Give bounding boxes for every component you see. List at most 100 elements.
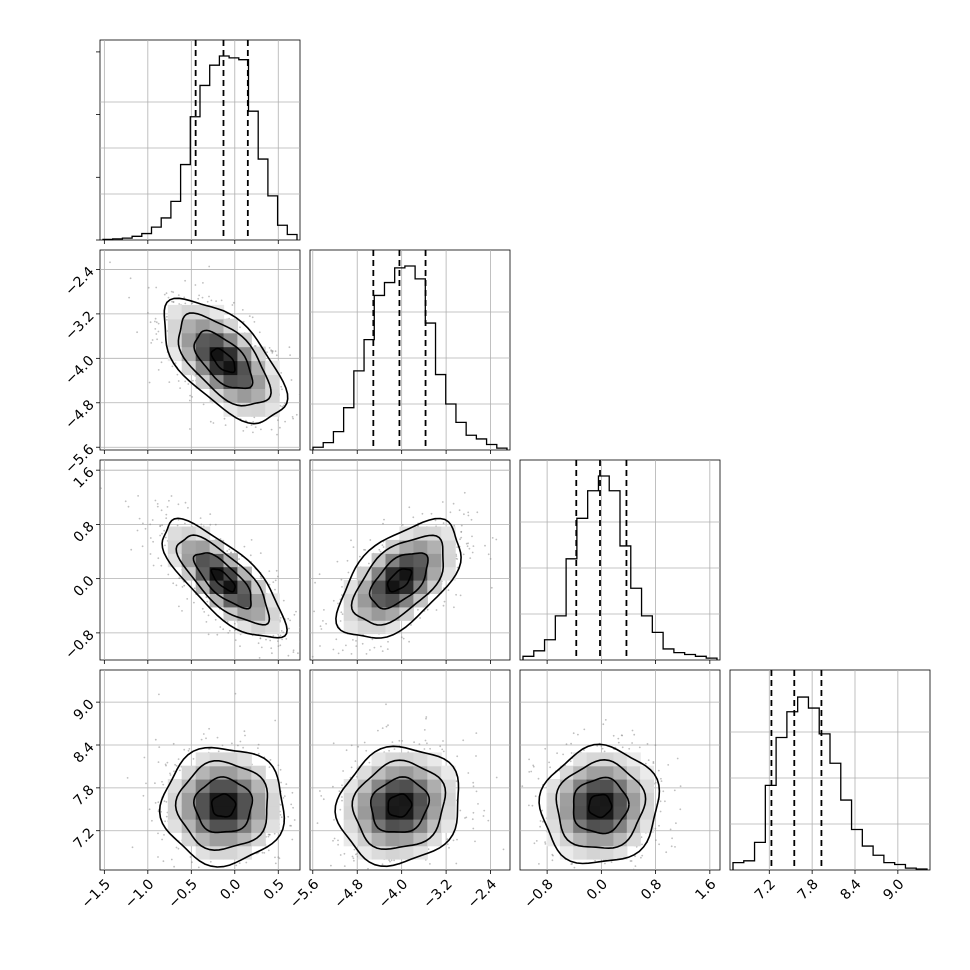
sample-point bbox=[271, 352, 274, 354]
sample-point bbox=[128, 296, 131, 299]
density-cell bbox=[600, 779, 614, 793]
sample-point bbox=[502, 848, 505, 851]
density-cell bbox=[371, 620, 387, 635]
sample-point bbox=[285, 638, 288, 640]
density-cell bbox=[181, 332, 197, 348]
y-tick-label: −4.0 bbox=[62, 353, 97, 388]
density-cell bbox=[399, 779, 414, 793]
sample-point bbox=[165, 815, 168, 818]
sample-point bbox=[290, 824, 292, 827]
sample-point bbox=[467, 542, 469, 545]
density-cell bbox=[209, 304, 225, 320]
x-tick-label: −4.8 bbox=[331, 876, 366, 911]
sample-point bbox=[316, 822, 319, 824]
contour-line-2 bbox=[193, 329, 254, 390]
sample-point bbox=[299, 641, 300, 643]
sample-point bbox=[268, 583, 271, 586]
sample-point bbox=[319, 790, 321, 792]
sample-point bbox=[280, 630, 283, 632]
sample-point bbox=[162, 860, 165, 863]
sample-point bbox=[289, 354, 291, 356]
sample-point bbox=[285, 783, 288, 785]
sample-point bbox=[183, 748, 186, 751]
contour-line-0 bbox=[161, 517, 288, 639]
density-cell bbox=[385, 765, 400, 780]
sample-point bbox=[475, 755, 477, 757]
sample-point bbox=[424, 739, 427, 742]
sample-point bbox=[679, 808, 682, 811]
contour-line-1 bbox=[174, 759, 269, 852]
sample-point bbox=[206, 300, 209, 303]
density-cell bbox=[385, 606, 400, 621]
sample-point bbox=[154, 738, 157, 741]
sample-point bbox=[491, 537, 494, 539]
density-cell bbox=[573, 792, 588, 807]
sample-point bbox=[557, 880, 559, 882]
sample-point bbox=[154, 782, 156, 785]
sample-point bbox=[467, 514, 470, 517]
sample-point bbox=[199, 517, 202, 519]
density-cell bbox=[343, 620, 359, 635]
sample-point bbox=[386, 648, 389, 650]
density-cell bbox=[559, 845, 574, 860]
sample-point bbox=[427, 848, 430, 851]
sample-point bbox=[341, 784, 343, 787]
sample-point bbox=[458, 509, 461, 512]
sample-point bbox=[357, 745, 360, 748]
sample-point bbox=[184, 380, 187, 383]
sample-point bbox=[276, 433, 278, 436]
sample-point bbox=[150, 342, 153, 344]
sample-point bbox=[628, 747, 631, 750]
sample-point bbox=[388, 859, 390, 861]
sample-point bbox=[646, 743, 649, 745]
sample-point bbox=[471, 551, 474, 554]
density-cell bbox=[223, 779, 238, 793]
sample-point bbox=[295, 413, 298, 416]
sample-point bbox=[320, 874, 322, 876]
sample-point bbox=[274, 588, 276, 591]
sample-point bbox=[282, 797, 285, 799]
density-cell bbox=[181, 805, 197, 820]
sample-point bbox=[288, 627, 290, 630]
sample-point bbox=[154, 328, 157, 330]
sample-point bbox=[365, 749, 368, 752]
sample-point bbox=[629, 860, 632, 862]
density-cell bbox=[265, 360, 280, 376]
sample-point bbox=[241, 870, 243, 872]
sample-point bbox=[356, 775, 358, 778]
sample-point bbox=[640, 856, 642, 859]
density-cell bbox=[251, 402, 266, 417]
sample-point bbox=[442, 740, 444, 742]
sample-point bbox=[274, 719, 277, 722]
density-cell bbox=[427, 539, 442, 554]
sample-point bbox=[544, 843, 547, 845]
y-tick-label: −4.8 bbox=[62, 397, 97, 432]
sample-point bbox=[284, 420, 286, 423]
sample-point bbox=[178, 303, 181, 305]
density-cell bbox=[371, 566, 387, 581]
sample-point bbox=[183, 296, 186, 299]
sample-point bbox=[216, 736, 219, 739]
density-cell bbox=[357, 805, 373, 820]
sample-point bbox=[556, 752, 558, 755]
sample-point bbox=[495, 538, 498, 541]
sample-point bbox=[159, 534, 162, 537]
sample-point bbox=[217, 750, 220, 753]
sample-point bbox=[160, 361, 163, 364]
contour-line-2 bbox=[192, 776, 254, 834]
sample-point bbox=[239, 740, 242, 743]
density-cell bbox=[251, 792, 266, 807]
sample-point bbox=[163, 293, 166, 296]
sample-point bbox=[281, 405, 284, 408]
sample-point bbox=[343, 666, 345, 668]
density-cell bbox=[613, 845, 628, 860]
sample-point bbox=[301, 389, 303, 391]
density-cell bbox=[573, 845, 588, 860]
sample-point bbox=[544, 841, 546, 843]
sample-point bbox=[307, 813, 309, 815]
sample-point bbox=[388, 749, 390, 752]
sample-point bbox=[634, 855, 636, 858]
sample-point bbox=[164, 544, 166, 547]
sample-point bbox=[419, 617, 421, 619]
density-cell bbox=[413, 752, 428, 767]
